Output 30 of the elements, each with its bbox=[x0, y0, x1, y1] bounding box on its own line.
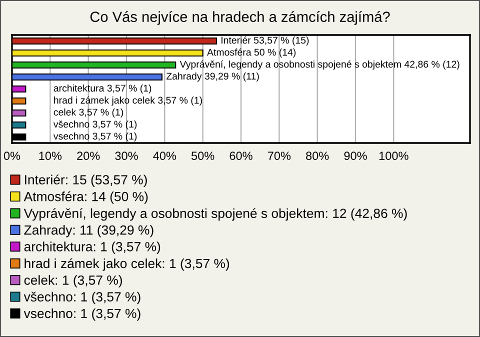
data-label: hrad i zámek jako celek 3,57 % (1) bbox=[54, 96, 202, 106]
x-tick-label: 100% bbox=[379, 152, 408, 160]
x-tick-label: 70% bbox=[268, 152, 291, 160]
data-label: Interiér 53,57 % (15) bbox=[222, 36, 309, 46]
x-tick-label: 60% bbox=[230, 152, 252, 160]
legend-label: hrad i zámek jako celek: 1 (3,57 %) bbox=[24, 258, 230, 271]
x-tick-label: 10% bbox=[39, 152, 62, 160]
legend-label: celek: 1 (3,57 %) bbox=[24, 275, 122, 288]
x-tick-label: 80% bbox=[306, 152, 329, 160]
data-label: Atmosféra 50 % (14) bbox=[207, 48, 296, 58]
data-label: architektura 3,57 % (1) bbox=[54, 84, 152, 94]
x-tick-label: 20% bbox=[77, 152, 100, 160]
legend-label: vsechno: 1 (3,57 %) bbox=[24, 308, 140, 321]
legend-label: architektura: 1 (3,57 %) bbox=[24, 242, 160, 254]
x-tick-label: 0% bbox=[4, 152, 20, 160]
x-tick-label: 50% bbox=[191, 152, 214, 160]
legend-label: Atmosféra: 14 (50 %) bbox=[24, 191, 148, 204]
chart-title: Co Vás nejvíce na hradech a zámcích zajímá? bbox=[90, 11, 390, 25]
legend-label: Vyprávění, legendy a osobnosti spojené s objektem: 12 (42,86 %) bbox=[24, 208, 407, 221]
x-tick-label: 40% bbox=[153, 152, 176, 160]
data-label: vsechno 3,57 % (1) bbox=[53, 132, 137, 142]
data-label: Vyprávění, legendy a osobnosti spojené s objektem 42,86 % (12) bbox=[180, 60, 460, 70]
data-label: všechno 3,57 % (1) bbox=[53, 120, 137, 130]
legend-label: Interiér: 15 (53,57 %) bbox=[25, 174, 147, 188]
x-tick-label: 90% bbox=[344, 152, 367, 160]
data-label: Zahrady 39,29 % (11) bbox=[166, 72, 259, 82]
legend-label: všechno: 1 (3,57 %) bbox=[24, 292, 140, 304]
data-label: celek 3,57 % (1) bbox=[54, 108, 124, 118]
legend-label: Zahrady: 11 (39,29 %) bbox=[24, 225, 154, 238]
x-tick-label: 30% bbox=[115, 152, 138, 160]
